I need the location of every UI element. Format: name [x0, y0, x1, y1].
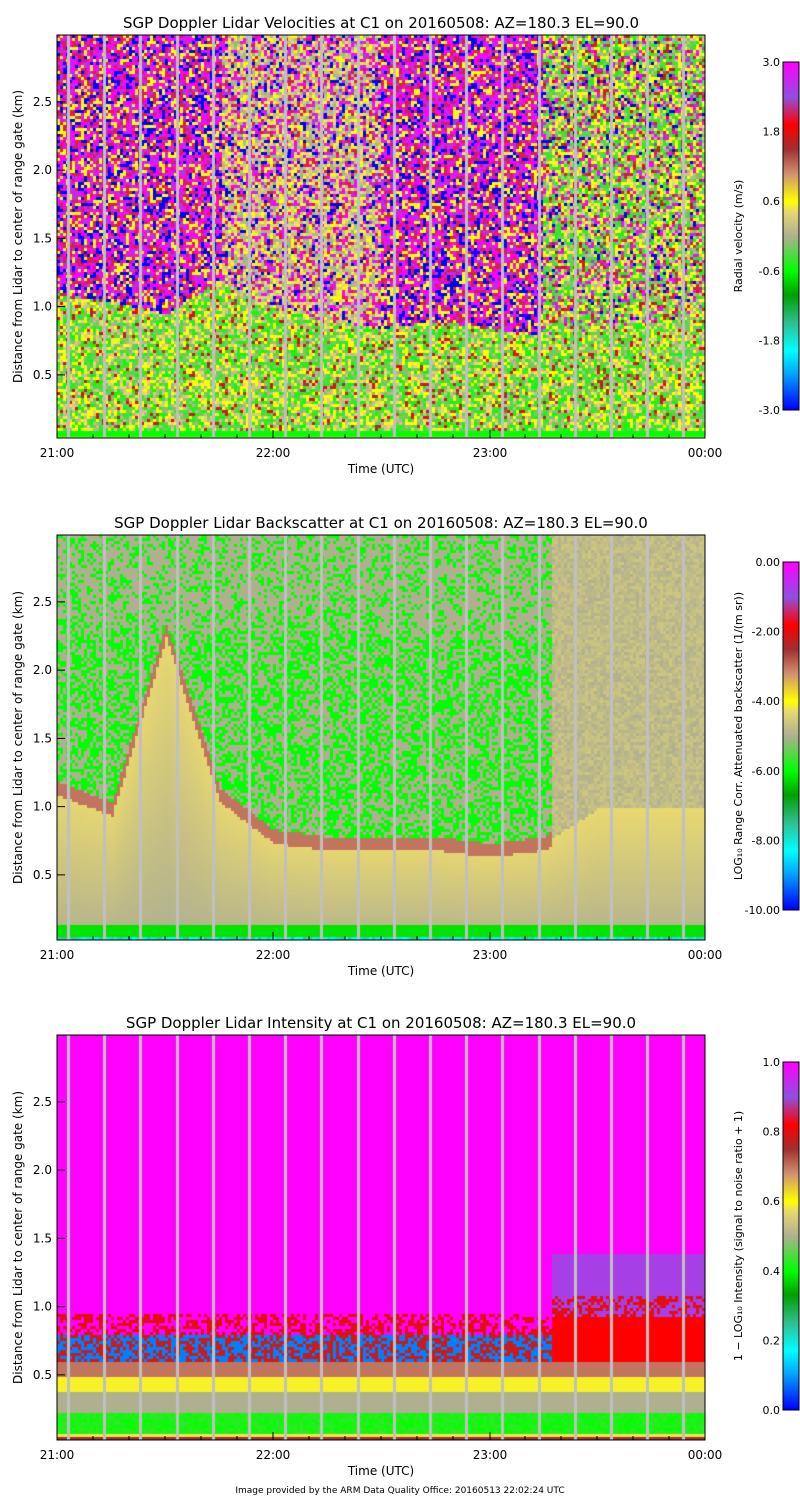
- x-tick-label: 22:00: [256, 446, 291, 460]
- x-tick-label: 23:00: [473, 446, 508, 460]
- colorbar-frame: [782, 61, 800, 411]
- x-tick-label: 21:00: [40, 446, 75, 460]
- colorbar-tick-label: -0.6: [759, 265, 780, 278]
- colorbar-label: 1 − LOG₁₀ Intensity (signal to noise rat…: [732, 1111, 745, 1361]
- chart-title: SGP Doppler Lidar Velocities at C1 on 20…: [123, 14, 639, 32]
- y-tick-label: 2.0: [33, 163, 52, 177]
- y-tick-label: 1.0: [33, 800, 52, 814]
- panel-3: SGP Doppler Lidar Intensity at C1 on 201…: [11, 1014, 800, 1478]
- colorbar-tick-label: -10.00: [745, 904, 780, 917]
- colorbar-tick-label: 0.00: [756, 556, 781, 569]
- y-tick-label: 1.0: [33, 1300, 52, 1314]
- plot-frame: [56, 34, 706, 439]
- footer-credit: Image provided by the ARM Data Quality O…: [235, 1486, 564, 1496]
- x-tick-label: 21:00: [40, 948, 75, 962]
- colorbar-label: Radial velocity (m/s): [732, 180, 745, 293]
- y-tick-label: 2.5: [33, 595, 52, 609]
- colorbar-tick-label: 0.2: [763, 1334, 781, 1347]
- plot-frame: [56, 534, 706, 941]
- colorbar-tick-label: -1.8: [759, 334, 780, 347]
- y-tick-label: 2.0: [33, 1163, 52, 1177]
- colorbar-tick-label: -3.0: [759, 404, 780, 417]
- y-tick-label: 2.0: [33, 663, 52, 677]
- chart-title: SGP Doppler Lidar Intensity at C1 on 201…: [126, 1014, 636, 1032]
- colorbar-label: LOG₁₀ Range Corr. Attenuated backscatter…: [732, 592, 745, 880]
- x-axis-label: Time (UTC): [347, 462, 414, 476]
- colorbar-tick-label: -8.00: [752, 834, 780, 847]
- panel-1: SGP Doppler Lidar Velocities at C1 on 20…: [11, 14, 800, 476]
- y-tick-label: 0.5: [33, 368, 52, 382]
- x-axis-label: Time (UTC): [347, 964, 414, 978]
- colorbar-frame: [782, 1061, 800, 1411]
- y-axis-label: Distance from Lidar to center of range g…: [11, 591, 25, 884]
- velocity-colorbar: [783, 62, 799, 410]
- chart-title: SGP Doppler Lidar Backscatter at C1 on 2…: [114, 514, 648, 532]
- colorbar-tick-label: 1.8: [763, 126, 781, 139]
- colorbar-tick-label: -6.00: [752, 765, 780, 778]
- y-tick-label: 1.5: [33, 231, 52, 245]
- y-axis-label: Distance from Lidar to center of range g…: [11, 1091, 25, 1384]
- intensity-heatmap: [57, 1035, 705, 1440]
- x-tick-label: 23:00: [473, 1448, 508, 1462]
- x-axis-label: Time (UTC): [347, 1464, 414, 1478]
- x-tick-label: 23:00: [473, 948, 508, 962]
- colorbar-tick-label: -2.00: [752, 626, 780, 639]
- panel-2: SGP Doppler Lidar Backscatter at C1 on 2…: [11, 514, 800, 978]
- y-tick-label: 1.0: [33, 300, 52, 314]
- colorbar-tick-label: 1.0: [763, 1056, 781, 1069]
- y-tick-label: 2.5: [33, 1095, 52, 1109]
- x-tick-label: 21:00: [40, 1448, 75, 1462]
- plot-frame: [56, 1034, 706, 1441]
- x-tick-label: 22:00: [256, 1448, 291, 1462]
- y-tick-label: 1.5: [33, 1231, 52, 1245]
- colorbar-tick-label: 0.4: [763, 1265, 781, 1278]
- colorbar-frame: [782, 561, 800, 911]
- y-tick-label: 0.5: [33, 1368, 52, 1382]
- x-tick-label: 00:00: [688, 446, 723, 460]
- colorbar-tick-label: 0.0: [763, 1404, 781, 1417]
- colorbar-tick-label: 0.6: [763, 195, 781, 208]
- y-tick-label: 1.5: [33, 731, 52, 745]
- colorbar-tick-label: 0.6: [763, 1195, 781, 1208]
- x-tick-label: 00:00: [688, 1448, 723, 1462]
- backscatter-heatmap: [57, 535, 705, 940]
- colorbar-tick-label: 0.8: [763, 1126, 781, 1139]
- x-tick-label: 22:00: [256, 948, 291, 962]
- colorbar-tick-label: 3.0: [763, 56, 781, 69]
- velocity-heatmap: [57, 35, 705, 438]
- y-axis-label: Distance from Lidar to center of range g…: [11, 90, 25, 383]
- backscatter-colorbar: [783, 562, 799, 910]
- intensity-colorbar: [783, 1062, 799, 1410]
- colorbar-tick-label: -4.00: [752, 695, 780, 708]
- x-tick-label: 00:00: [688, 948, 723, 962]
- y-tick-label: 0.5: [33, 868, 52, 882]
- y-tick-label: 2.5: [33, 95, 52, 109]
